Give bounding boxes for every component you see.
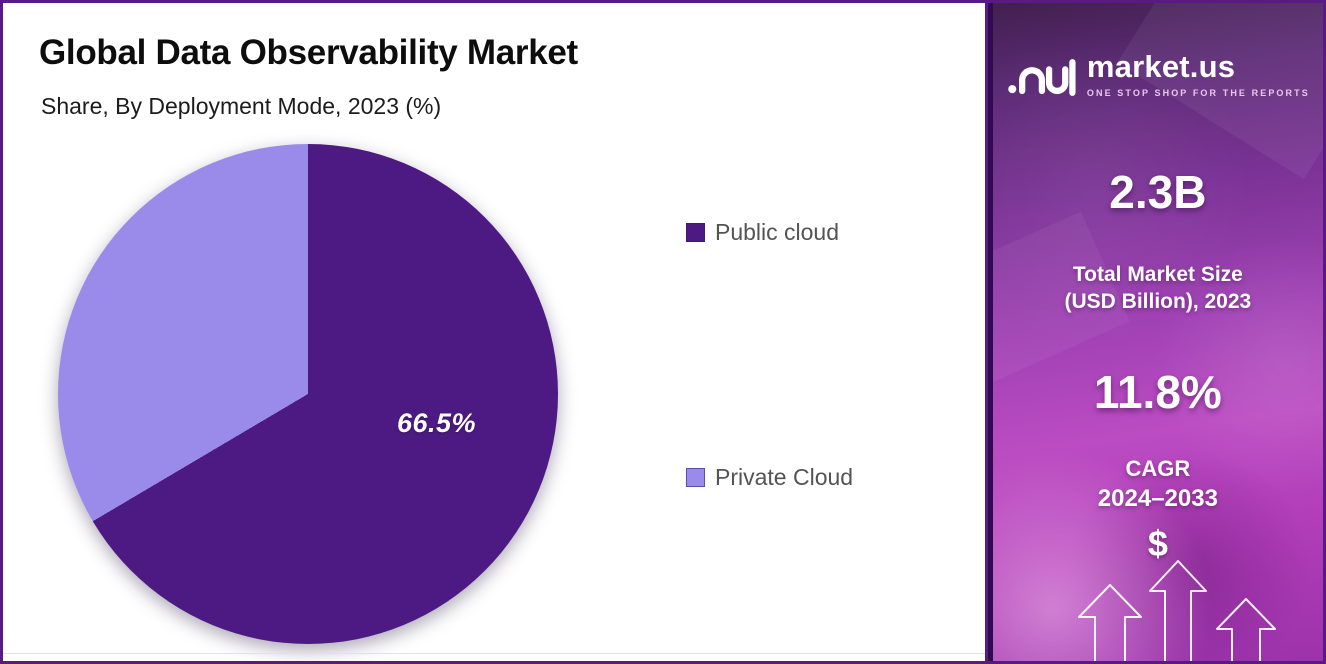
stat-market-size-label-line1: Total Market Size <box>1072 263 1243 286</box>
stat-market-size-label-line2: (USD Billion), 2023 <box>1064 290 1252 314</box>
brand-name: market.us <box>1086 48 1236 84</box>
market-us-logo-icon <box>1008 59 1076 96</box>
pie-slice-data-label: 66.5% <box>397 408 477 438</box>
legend-item-private-cloud: Private Cloud <box>686 464 853 491</box>
legend-marker-private-cloud-icon <box>686 468 705 487</box>
legend-marker-public-cloud-icon <box>686 223 705 242</box>
stat-cagr-value: 11.8% <box>1093 366 1222 418</box>
dollar-sign: $ <box>1147 523 1168 564</box>
stat-market-size-value: 2.3B <box>1109 166 1207 218</box>
brand-logo: market.us ONE STOP SHOP FOR THE REPORTS <box>993 45 1323 101</box>
chart-title: Global Data Observability Market <box>39 33 578 72</box>
stat-market-size-label: Total Market Size (USD Billion), 2023 <box>993 261 1323 316</box>
brand-sidebar: market.us ONE STOP SHOP FOR THE REPORTS … <box>987 3 1323 661</box>
chart-subtitle: Share, By Deployment Mode, 2023 (%) <box>41 93 442 119</box>
legend-label-private-cloud: Private Cloud <box>715 464 854 490</box>
stat-cagr-years: 2024–2033 <box>1097 485 1218 512</box>
stat-cagr-label: CAGR <box>1125 456 1191 481</box>
brand-tagline: ONE STOP SHOP FOR THE REPORTS <box>1086 87 1310 98</box>
chart-panel: Global Data Observability Market Share, … <box>3 3 988 661</box>
legend-label-public-cloud: Public cloud <box>715 219 840 245</box>
legend-item-public-cloud: Public cloud <box>686 219 839 246</box>
growth-arrows-icon <box>1077 560 1276 661</box>
pie-chart <box>58 144 558 644</box>
brand-text-stack: market.us ONE STOP SHOP FOR THE REPORTS <box>1087 49 1310 98</box>
